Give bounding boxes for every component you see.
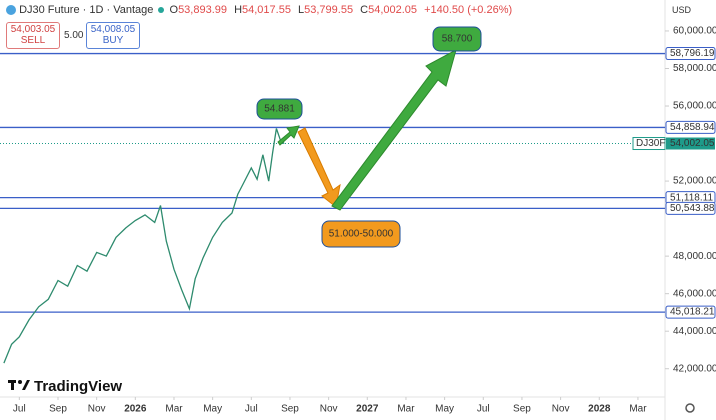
x-tick-label: 2026	[124, 404, 147, 415]
y-tick-label: 48,000.00	[673, 251, 716, 262]
last-price-label: 54,002.05	[670, 138, 715, 149]
x-tick-label: Jul	[13, 404, 26, 415]
level-label: 50,543.88	[670, 203, 715, 214]
low-label: L	[298, 4, 305, 16]
symbol-icon	[6, 5, 16, 16]
arrow-down	[297, 127, 341, 208]
annotation-box	[256, 98, 303, 120]
logo: TradingView	[34, 378, 123, 395]
sell-button[interactable]: 54,003.05 SELL	[6, 22, 60, 49]
y-tick-label: 60,000.00	[673, 26, 716, 37]
buy-price: 54,008.05	[90, 24, 136, 35]
annotation-box	[321, 220, 401, 248]
price-line	[3, 128, 285, 364]
x-tick-label: Nov	[552, 404, 570, 415]
ohlc: O53,893.99 H54,017.55 L53,799.55 C54,002…	[170, 4, 517, 16]
annotation: 54.881	[264, 104, 295, 115]
y-tick-label: 58,000.00	[673, 63, 716, 74]
x-tick-label: Mar	[397, 404, 415, 415]
last-price-name: DJ30FT	[636, 138, 672, 149]
annotation: 58.700	[442, 34, 473, 45]
sell-label: SELL	[20, 35, 46, 46]
buy-button[interactable]: 54,008.05 BUY	[86, 22, 140, 49]
change: +140.50 (+0.26%)	[424, 4, 513, 16]
x-tick-label: Jul	[477, 404, 490, 415]
status-dot	[158, 7, 165, 13]
x-tick-label: Sep	[281, 404, 299, 415]
y-tick-label: 42,000.00	[673, 363, 716, 374]
x-tick-label: Jul	[245, 404, 258, 415]
x-tick-label: Nov	[88, 404, 106, 415]
level-tag	[665, 305, 716, 319]
x-tick-label: Sep	[513, 404, 531, 415]
level-tag	[665, 120, 716, 134]
high-label: H	[234, 4, 243, 16]
symbol: DJ30 Future · 1D · Vantage	[19, 4, 154, 16]
level-tag	[665, 201, 716, 215]
annotation: 51.000-50.000	[329, 229, 394, 240]
y-tick-label: 44,000.00	[673, 326, 716, 337]
header: DJ30 Future · 1D · Vantage O53,893.99 H5…	[6, 4, 516, 16]
spread: 5.00	[64, 30, 84, 41]
x-tick-label: Mar	[165, 404, 183, 415]
currency: USD	[672, 5, 692, 15]
arrow-up-small	[277, 125, 300, 146]
y-tick-label: 56,000.00	[673, 101, 716, 112]
y-tick-label: 52,000.00	[673, 176, 716, 187]
last-price-tag	[666, 137, 715, 150]
last-price-name-tag	[632, 137, 666, 151]
level-tag	[665, 47, 716, 61]
sell-price: 54,003.05	[10, 24, 56, 35]
x-tick-label: Sep	[49, 404, 67, 415]
annotation-box	[432, 26, 482, 52]
open: 53,893.99	[178, 4, 227, 16]
settings-icon[interactable]	[685, 403, 695, 413]
close: 54,002.05	[368, 4, 418, 16]
buy-label: BUY	[102, 35, 124, 46]
x-tick-label: 2027	[356, 404, 379, 415]
level-label: 51,118.11	[670, 192, 713, 203]
logo-mark	[8, 380, 30, 390]
low: 53,799.55	[304, 4, 354, 16]
y-tick-label: 46,000.00	[673, 288, 716, 299]
high: 54,017.55	[242, 4, 291, 16]
x-tick-label: Mar	[629, 404, 647, 415]
open-label: O	[169, 4, 179, 16]
x-tick-label: May	[435, 404, 454, 415]
arrows	[277, 49, 457, 211]
level-label: 45,018.21	[670, 307, 715, 318]
arrow-up-large	[331, 49, 457, 211]
x-tick-label: May	[203, 404, 222, 415]
close-label: C	[360, 4, 369, 16]
x-tick-label: 2028	[588, 404, 611, 415]
level-label: 58,796.19	[670, 48, 715, 59]
level-label: 54,858.94	[670, 122, 715, 133]
x-tick-label: Nov	[320, 404, 338, 415]
